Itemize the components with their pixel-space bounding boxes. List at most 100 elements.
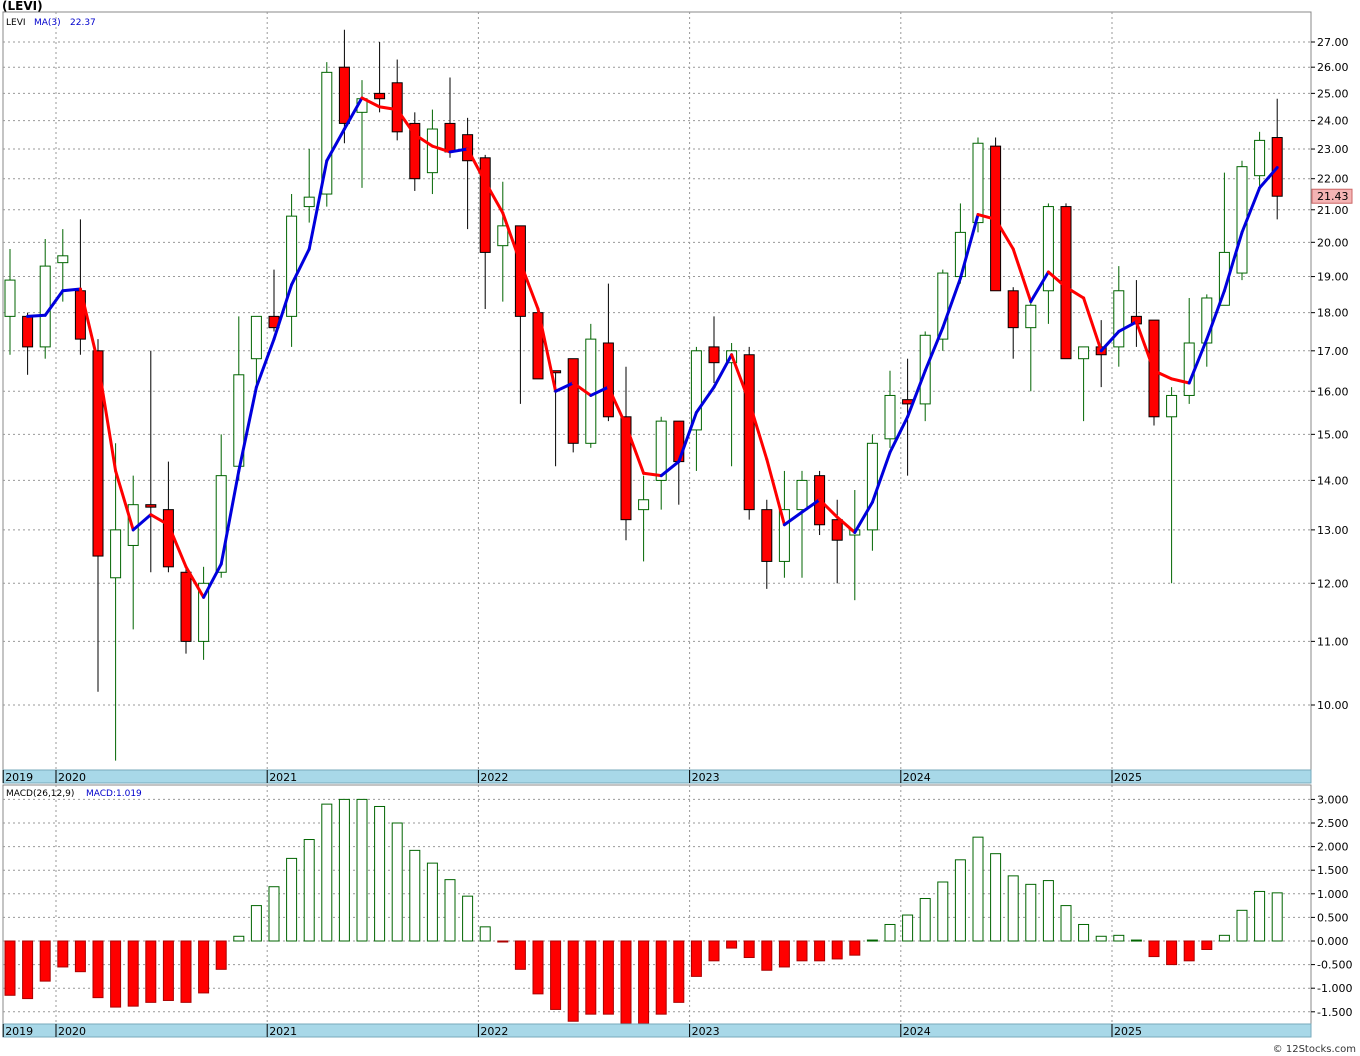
macd-bar: [338, 798, 350, 942]
ma-segment: [712, 353, 734, 389]
macd-bar: [937, 881, 949, 942]
candle-body: [1042, 206, 1054, 292]
ma-segment: [307, 159, 329, 251]
ma-segment: [730, 353, 751, 404]
ma-segment: [501, 211, 522, 265]
ma-segment: [906, 369, 927, 419]
macd-bar: [198, 940, 210, 994]
macd-bar: [409, 849, 421, 942]
ma-segment: [1046, 270, 1068, 289]
candle-body: [1025, 304, 1037, 329]
ma-segment: [1011, 247, 1033, 304]
ma-segment: [800, 498, 822, 514]
candle-body: [391, 82, 403, 133]
candle-body: [831, 519, 843, 541]
ma-segment: [642, 471, 663, 478]
ma-segment: [835, 515, 857, 534]
macd-bar: [602, 940, 614, 1015]
x-axis-label: 2023: [692, 771, 720, 784]
macd-bar: [374, 805, 386, 942]
candle-body: [937, 272, 949, 340]
ma-segment: [765, 457, 786, 527]
price-tick-label: 20.00: [1317, 236, 1349, 249]
candle-body: [57, 255, 69, 264]
ma-segment: [958, 213, 980, 280]
ma-segment: [1170, 377, 1191, 385]
candle-body: [743, 354, 755, 511]
price-tick-label: 25.00: [1317, 87, 1349, 100]
macd-bar: [22, 940, 34, 1000]
macd-tick-label: 3.000: [1317, 793, 1349, 806]
macd-bar: [268, 886, 280, 942]
macd-bar: [655, 940, 667, 1015]
ma-segment: [448, 147, 470, 154]
macd-bar: [1042, 880, 1054, 942]
ma-segment: [554, 381, 575, 393]
candle-body: [162, 509, 174, 568]
macd-legend-value: MACD:1.019: [86, 789, 142, 799]
macd-bar: [761, 940, 773, 971]
ma-segment: [430, 144, 452, 154]
candle-body: [444, 122, 456, 153]
ma-segment: [1258, 166, 1279, 190]
candle-body: [1166, 394, 1178, 418]
ma-segment: [131, 513, 153, 532]
macd-bar: [462, 895, 474, 942]
macd-bar: [250, 905, 262, 942]
candle-body: [866, 442, 878, 531]
candle-body: [567, 358, 579, 444]
macd-bar: [286, 857, 298, 942]
x-axis-label: 2024: [903, 771, 931, 784]
credit-text: © 12Stocks.com: [1272, 1044, 1356, 1055]
candle-body: [250, 315, 262, 360]
price-tick-label: 26.00: [1317, 61, 1349, 74]
candle-body: [198, 582, 210, 642]
ma-segment: [1152, 369, 1174, 381]
ma-segment: [659, 460, 681, 478]
ma-legend-label: MA(3): [34, 18, 61, 28]
macd-bar: [92, 940, 104, 999]
ma-segment: [237, 385, 258, 473]
ma-segment: [254, 337, 276, 389]
macd-tick-label: -1.000: [1317, 982, 1352, 995]
last-price-label: 21.43: [1317, 190, 1349, 203]
ma-segment: [1082, 296, 1103, 353]
macd-bar: [585, 940, 597, 1015]
macd-tick-label: 0.500: [1317, 911, 1349, 924]
macd-bar: [215, 940, 227, 970]
macd-bar: [145, 940, 157, 1003]
macd-bar: [638, 940, 650, 1025]
price-tick-label: 16.00: [1317, 385, 1349, 398]
price-tick-label: 10.00: [1317, 699, 1349, 712]
ma-segment: [870, 450, 892, 504]
macd-bar: [550, 940, 562, 1010]
macd-bar: [1218, 934, 1230, 942]
ma-segment: [149, 513, 170, 527]
ma-segment: [888, 415, 910, 454]
macd-bar: [919, 898, 931, 942]
macd-tick-label: 2.000: [1317, 841, 1349, 854]
ma-segment: [1117, 320, 1138, 333]
macd-tick-label: 1.500: [1317, 864, 1349, 877]
macd-bar: [708, 940, 720, 962]
ma-segment: [976, 213, 998, 221]
macd-bar: [866, 939, 878, 942]
macd-bar: [831, 940, 843, 960]
candle-body: [1078, 346, 1090, 360]
price-tick-label: 15.00: [1317, 428, 1349, 441]
macd-bar: [954, 859, 966, 942]
macd-bar: [479, 926, 491, 942]
ma-segment: [325, 127, 346, 163]
candle-body: [972, 142, 984, 224]
macd-bar: [972, 836, 984, 942]
macd-tick-label: 1.000: [1317, 888, 1349, 901]
price-tick-label: 17.00: [1317, 345, 1349, 358]
macd-bar: [1130, 939, 1142, 942]
ma-segment: [272, 283, 294, 341]
price-tick-label: 13.00: [1317, 524, 1349, 537]
macd-bar: [567, 940, 579, 1022]
ma-legend-value: 22.37: [70, 18, 96, 28]
ma-segment: [747, 400, 769, 461]
candle-body: [180, 571, 192, 642]
